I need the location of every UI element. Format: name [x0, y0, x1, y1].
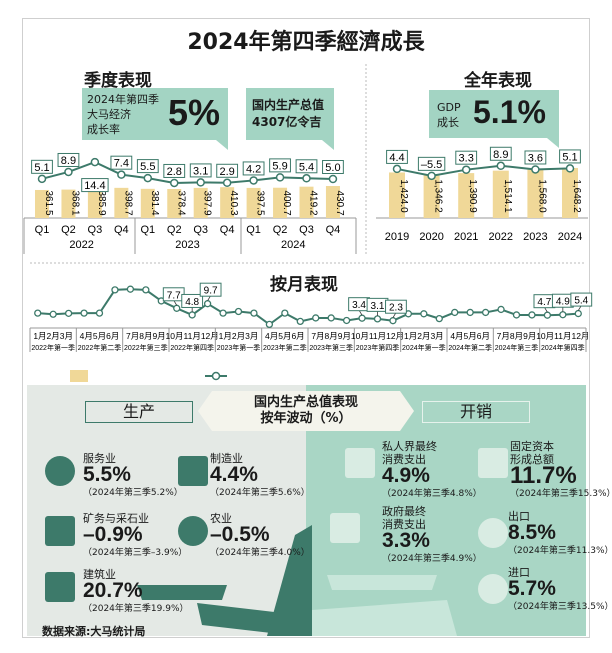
expenditure-item: 进口 5.7% （2024年第三季13.5%）: [508, 566, 612, 612]
item-name: 固定资本: [510, 440, 554, 453]
scale-illustration: [137, 525, 457, 636]
factory-icon: [178, 456, 208, 486]
item-note: （2024年第三季4.8%）: [382, 489, 482, 499]
item-name: 进口: [508, 566, 530, 579]
item-name: 制造业: [210, 452, 243, 465]
item-name: 政府最终: [382, 505, 426, 518]
callout-line: 2024年第四季: [87, 93, 159, 106]
legend-line-swatch: [205, 371, 227, 381]
export-icon: [478, 518, 508, 548]
item-note: （2024年第三季–3.9%）: [83, 548, 188, 558]
production-item: 服务业 5.5% （2024年第三季5.2%）: [83, 452, 183, 498]
gdp-value-callout: 国内生产总值 4307亿令吉: [246, 88, 334, 150]
monthly-heading: 按月表现: [270, 275, 338, 295]
expenditure-header: 开销: [422, 401, 530, 423]
item-value: 3.3%: [382, 529, 430, 552]
item-value: –0.5%: [210, 523, 270, 546]
palm-icon: [178, 516, 208, 546]
import-icon: [478, 574, 508, 604]
item-note: （2024年第三季13.5%）: [508, 602, 612, 612]
callout-line: 成长率: [87, 123, 120, 136]
production-item: 制造业 4.4% （2024年第三季5.6%）: [210, 452, 310, 498]
annual-growth-value: 5.1%: [473, 94, 546, 130]
house-icon: [345, 448, 375, 478]
expenditure-item: 政府最终 消费支出 3.3% （2024年第三季4.9%）: [382, 505, 482, 564]
crane-icon: [45, 572, 75, 602]
item-note: （2024年第三季4.0%）: [210, 548, 310, 558]
building-icon: [478, 448, 508, 478]
item-name: 消费支出: [382, 518, 426, 531]
quarterly-growth-value: 5%: [168, 92, 221, 133]
production-item: 建筑业 20.7% （2024年第三季19.9%）: [83, 568, 189, 614]
gdp-banner-subtitle: 按年波动（%）: [260, 411, 352, 426]
oil-rig-icon: [45, 516, 75, 546]
item-value: –0.9%: [83, 523, 143, 546]
data-source: 数据来源:大马统计局: [42, 625, 146, 638]
item-name: 农业: [210, 512, 232, 525]
callout-line: GDP: [437, 101, 461, 114]
quarterly-heading: 季度表现: [84, 71, 152, 91]
item-value: 4.9%: [382, 464, 430, 487]
annual-growth-callout: GDP 成长 5.1%: [429, 90, 559, 148]
gdp-banner: [198, 391, 414, 431]
item-name: 私人界最终: [382, 440, 437, 453]
government-icon: [330, 513, 360, 543]
item-note: （2024年第三季19.9%）: [83, 604, 189, 614]
item-note: （2024年第三季15.3%）: [510, 489, 612, 499]
expenditure-item: 出口 8.5% （2024年第三季11.3%）: [508, 510, 612, 556]
callout-line: 大马经济: [87, 108, 131, 121]
production-item: 矿务与采石业 –0.9% （2024年第三季–3.9%）: [83, 512, 187, 558]
annual-heading: 全年表现: [464, 71, 532, 91]
item-note: （2024年第三季11.3%）: [508, 546, 612, 556]
item-note: （2024年第三季5.2%）: [83, 488, 183, 498]
item-note: （2024年第三季4.9%）: [382, 554, 482, 564]
item-name: 消费支出: [382, 453, 426, 466]
infographic-frame: [22, 18, 590, 638]
item-value: 4.4%: [210, 463, 258, 486]
item-name: 服务业: [83, 452, 116, 465]
legend-bar-swatch: [70, 370, 88, 382]
services-icon: [45, 456, 75, 486]
gdp-value: 4307亿令吉: [252, 115, 322, 129]
gdp-banner-title: 国内生产总值表现: [253, 395, 358, 410]
page-title: 2024年第四季經濟成長: [187, 30, 425, 55]
item-name: 建筑业: [83, 568, 116, 581]
item-name: 出口: [508, 510, 530, 523]
item-value: 5.5%: [83, 463, 131, 486]
item-note: （2024年第三季5.6%）: [210, 488, 310, 498]
quarterly-growth-callout: 2024年第四季 大马经济 成长率 5%: [82, 88, 228, 150]
expenditure-item: 固定资本 形成总额 11.7% （2024年第三季15.3%）: [510, 440, 612, 499]
item-value: 8.5%: [508, 521, 556, 544]
production-header: 生产: [85, 401, 193, 423]
item-value: 20.7%: [83, 579, 143, 602]
item-name: 矿务与采石业: [83, 512, 149, 525]
item-value: 11.7%: [510, 462, 577, 489]
gdp-label: 国内生产总值: [252, 98, 325, 112]
item-name: 形成总额: [510, 453, 554, 466]
production-item: 农业 –0.5% （2024年第三季4.0%）: [210, 512, 310, 558]
callout-line: 成长: [437, 116, 459, 129]
item-value: 5.7%: [508, 577, 556, 600]
expenditure-item: 私人界最终 消费支出 4.9% （2024年第三季4.8%）: [382, 440, 482, 499]
